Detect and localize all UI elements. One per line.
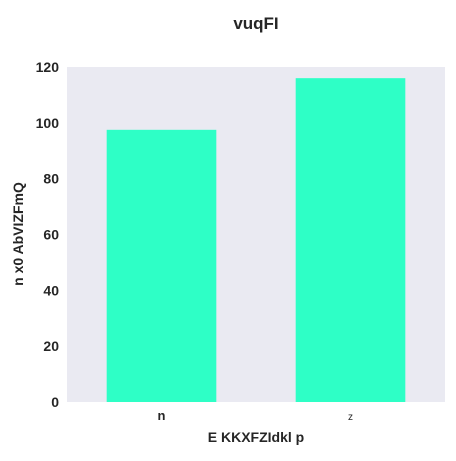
y-axis-label: n x0 AbVIZFmQ — [10, 182, 26, 286]
y-tick-label: 20 — [43, 338, 59, 354]
bars-group — [106, 78, 406, 403]
y-axis-ticks: 0 20 40 60 80 100 120 — [36, 59, 60, 410]
chart-title: vuqFI — [233, 14, 278, 33]
y-tick-label: 80 — [43, 171, 59, 187]
y-tick-label: 0 — [51, 394, 59, 410]
y-tick-label: 100 — [36, 115, 60, 131]
x-tick-label: n — [158, 408, 166, 423]
x-tick-label: z — [348, 412, 353, 423]
y-tick-label: 120 — [36, 59, 60, 75]
bar-n — [106, 129, 217, 402]
x-axis-label: E KKXFZIdkl p — [208, 429, 304, 445]
bar-z — [295, 78, 406, 403]
y-tick-label: 40 — [43, 282, 59, 298]
y-tick-label: 60 — [43, 227, 59, 243]
